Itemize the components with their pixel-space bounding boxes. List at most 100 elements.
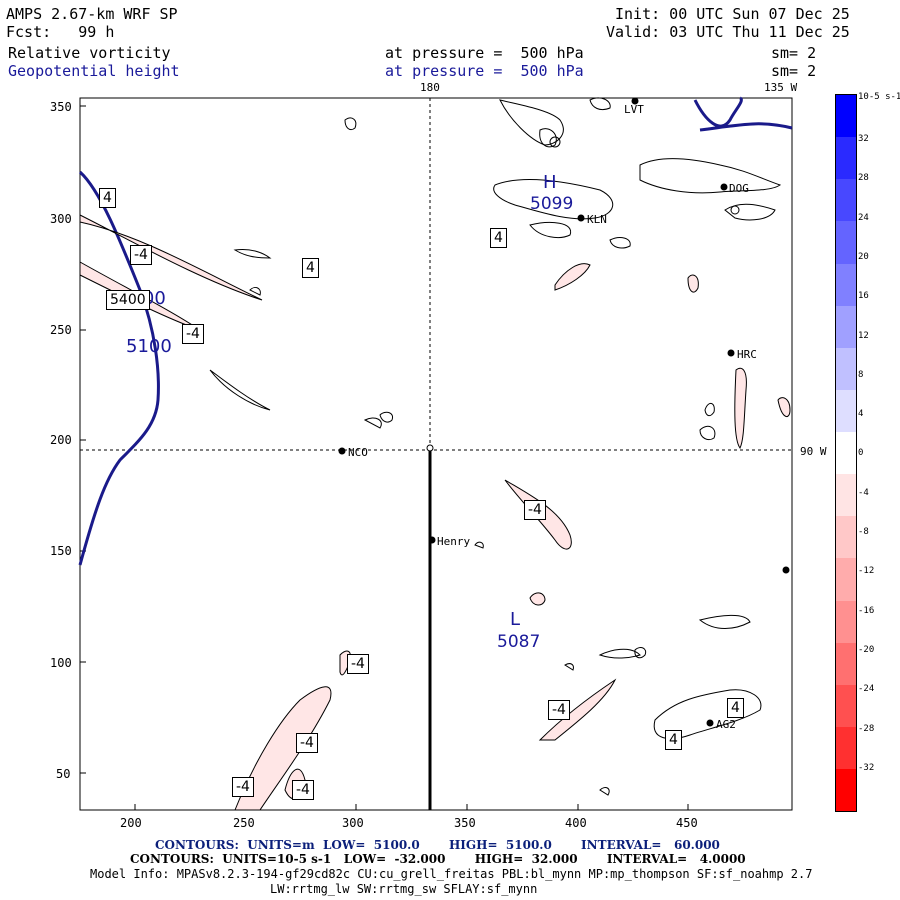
- vort-label: 4: [727, 698, 744, 718]
- colorbar-segment: [836, 600, 856, 643]
- vort-center-ring: [549, 136, 561, 148]
- vorticity-positive-contours: [209, 97, 782, 796]
- colorbar-segment: [836, 179, 856, 222]
- colorbar-tick-label: -28: [858, 723, 875, 734]
- map-frame: [79, 97, 793, 811]
- colorbar-tick-label: 24: [858, 212, 869, 223]
- colorbar-segment: [836, 516, 856, 559]
- low-center-value: 5087: [497, 632, 541, 652]
- south-pole-marker: [426, 444, 434, 452]
- contour-info-vorticity: CONTOURS: UNITS=10-5 s-1 LOW= -32.000 HI…: [130, 852, 746, 866]
- station-label-kln: KLN: [587, 213, 607, 226]
- y-tick-200: 200: [50, 433, 72, 447]
- vort-label: -4: [182, 324, 204, 344]
- colorbar-tick-label: 12: [858, 330, 869, 341]
- colorbar-tick-label: -12: [858, 566, 875, 577]
- valid-time: Valid: 03 UTC Thu 11 Dec 25: [606, 23, 850, 41]
- vort-label: -4: [347, 654, 369, 674]
- colorbar-tick-label: 28: [858, 173, 869, 184]
- low-center-symbol: L: [510, 609, 521, 630]
- vort-label: 4: [99, 188, 116, 208]
- y-tick-150: 150: [50, 544, 72, 558]
- station-dot-kln: [577, 214, 585, 222]
- colorbar-segment: [836, 305, 856, 348]
- vort-label: 4: [665, 730, 682, 750]
- colorbar-tick-label: 0: [858, 448, 864, 459]
- colorbar-unit: 10-5 s-1: [858, 92, 900, 102]
- station-dot-nco: [338, 447, 346, 455]
- field2-name: Geopotential height: [8, 62, 180, 80]
- colorbar-segment: [836, 221, 856, 264]
- vort-label: -4: [232, 777, 254, 797]
- vort-label: -4: [130, 245, 152, 265]
- colorbar-segment: [836, 263, 856, 306]
- x-tick-350: 350: [454, 816, 476, 830]
- field1-name: Relative vorticity: [8, 44, 171, 62]
- colorbar-segment: [836, 726, 856, 769]
- x-tick-300: 300: [342, 816, 364, 830]
- colorbar: [835, 94, 857, 812]
- vort-label: 4: [302, 258, 319, 278]
- vort-label: -4: [296, 733, 318, 753]
- colorbar-segment: [836, 95, 856, 138]
- colorbar-segment: [836, 769, 856, 812]
- forecast-hour: Fcst: 99 h: [6, 23, 115, 41]
- model-title: AMPS 2.67-km WRF SP: [6, 5, 178, 23]
- colorbar-tick-label: -32: [858, 762, 875, 773]
- meridian-label-90w: 90 W: [800, 445, 827, 458]
- colorbar-tick-label: -24: [858, 684, 875, 695]
- field1-level: at pressure = 500 hPa: [385, 44, 584, 62]
- colorbar-segment: [836, 347, 856, 390]
- colorbar-segment: [836, 432, 856, 475]
- height-contour-north: [693, 96, 743, 128]
- colorbar-segment: [836, 642, 856, 685]
- station-dot-dog: [720, 183, 728, 191]
- vort-label: 4: [490, 228, 507, 248]
- colorbar-tick-label: -16: [858, 605, 875, 616]
- x-tick-200: 200: [120, 816, 142, 830]
- station-markers: [338, 97, 790, 727]
- x-tick-400: 400: [565, 816, 587, 830]
- vort-center-ring-2: [730, 205, 740, 215]
- vort-label: -4: [292, 780, 314, 800]
- height-contour-ne: [699, 122, 793, 132]
- colorbar-segment: [836, 684, 856, 727]
- colorbar-tick-label: 16: [858, 291, 869, 302]
- station-label-hrc: HRC: [737, 348, 757, 361]
- height-contour-5100: [78, 170, 160, 566]
- station-dot-ag2: [706, 719, 714, 727]
- station-dot-lvt: [631, 97, 639, 105]
- colorbar-segment: [836, 137, 856, 180]
- colorbar-tick-label: 4: [858, 409, 864, 420]
- colorbar-tick-label: 32: [858, 134, 869, 144]
- field2-level: at pressure = 500 hPa: [385, 62, 584, 80]
- y-tick-50: 50: [56, 767, 71, 781]
- station-label-ag2: AG2: [716, 718, 736, 731]
- field1-smooth: sm= 2: [771, 44, 817, 62]
- y-tick-300: 300: [50, 212, 72, 226]
- colorbar-tick-label: -8: [858, 527, 869, 537]
- colorbar-segment: [836, 389, 856, 432]
- station-label-dog: DOG: [729, 182, 749, 195]
- colorbar-segment: [836, 474, 856, 517]
- vort-label: -4: [548, 700, 570, 720]
- vort-label: 5400: [106, 290, 150, 310]
- x-tick-450: 450: [676, 816, 698, 830]
- colorbar-tick-label: 20: [858, 251, 869, 262]
- x-tick-250: 250: [233, 816, 255, 830]
- station-label-lvt: LVT: [624, 103, 644, 116]
- y-tick-350: 350: [50, 100, 72, 114]
- station-dot-hrc: [727, 349, 735, 357]
- model-info-radiation: LW:rrtmg_lw SW:rrtmg_sw SFLAY:sf_mynn: [270, 882, 538, 896]
- y-tick-100: 100: [50, 656, 72, 670]
- station-dot-edge: [782, 566, 790, 574]
- meridian-label-135w: 135 W: [764, 81, 798, 94]
- model-info: Model Info: MPASv8.2.3-194-gf29cd82c CU:…: [90, 867, 813, 881]
- meridian-label-180: 180: [420, 81, 440, 94]
- contour-info-height: CONTOURS: UNITS=m LOW= 5100.0 HIGH= 5100…: [155, 838, 720, 852]
- colorbar-segment: [836, 558, 856, 601]
- height-label-5100-b: 5100: [126, 336, 172, 357]
- high-center-symbol: H: [543, 172, 557, 193]
- colorbar-tick-label: -20: [858, 644, 875, 655]
